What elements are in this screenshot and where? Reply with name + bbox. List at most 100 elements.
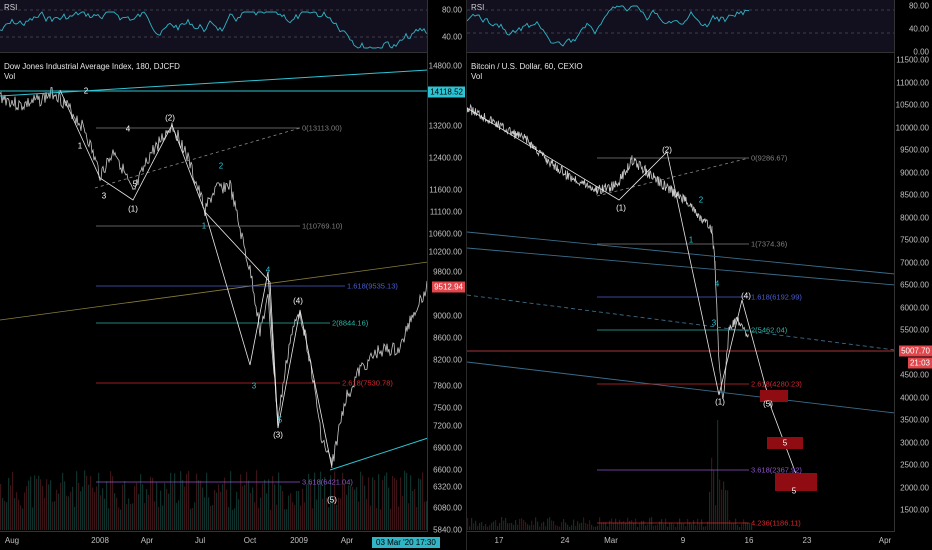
wave-label: (5) <box>763 399 773 409</box>
rsi-label: RSI <box>4 3 18 12</box>
wave-label: (2) <box>662 145 672 155</box>
elliott-wave-path <box>467 107 803 491</box>
trend-line <box>0 261 429 321</box>
dow-price-chart[interactable] <box>0 0 466 550</box>
price-axis-label: 9500.00 <box>900 145 929 155</box>
price-axis-label: 13200.00 <box>428 121 462 131</box>
price-axis-label: 8200.00 <box>433 355 462 365</box>
price-axis-label: 6000.00 <box>900 303 929 312</box>
bitcoin-price-chart[interactable] <box>467 0 932 550</box>
trend-line <box>467 247 896 286</box>
rsi-line <box>0 11 429 49</box>
price-axis-label: 3500.00 <box>900 415 929 425</box>
price-axis-label: 7500.00 <box>433 403 462 413</box>
wave-label: 3 <box>101 191 107 201</box>
time-axis-label: 2008 <box>91 536 109 545</box>
fib-level-label: 1(10769.10) <box>302 221 343 231</box>
price-axis-label: 9000.00 <box>433 311 462 321</box>
price-axis-label: 11600.00 <box>429 185 462 195</box>
projection-line <box>94 127 301 189</box>
price-axis-label: 6320.00 <box>433 482 462 492</box>
elliott-wave-path <box>59 89 333 469</box>
time-axis-label: Jul <box>194 536 206 545</box>
fib-level-label: 2.618(7530.78) <box>342 378 393 388</box>
price-axis-label: 3000.00 <box>900 438 929 447</box>
price-axis-label: 8500.00 <box>900 190 929 200</box>
price-axis-label: 12400.00 <box>428 153 462 163</box>
wave-label: 4 <box>265 265 271 275</box>
time-axis[interactable]: 17 24 Mar 9 16 23 Apr <box>467 531 895 550</box>
high-price-tag: 14118.52 <box>428 86 465 98</box>
wave-label: (4) <box>293 296 303 306</box>
time-axis-label: 16 <box>744 536 754 545</box>
price-axis-label: 10000.00 <box>895 123 929 132</box>
wave-label: 3 <box>711 318 717 328</box>
price-axis-label: 9000.00 <box>900 168 929 177</box>
wave-label: (5) <box>327 495 337 505</box>
fib-level-label: 4.236(1186.11) <box>751 518 801 528</box>
trend-line <box>329 437 429 471</box>
fib-level-label: 2(8844.16) <box>332 318 369 328</box>
trend-line <box>467 361 896 414</box>
wave-label: (3) <box>273 430 283 440</box>
wave-label: 1 <box>688 235 694 245</box>
fib-level-label: 3.618(6421.04) <box>302 477 353 487</box>
volume-label: Vol <box>4 72 16 81</box>
wave-label: 3 <box>251 381 257 391</box>
price-axis-label: 4500.00 <box>900 370 929 380</box>
price-axis-label: 4000.00 <box>900 393 929 402</box>
target-zone <box>775 473 817 491</box>
countdown-tag: 21:03 <box>907 357 932 369</box>
price-axis-label: 11100.00 <box>429 207 462 217</box>
wave-label: 1 <box>77 141 83 151</box>
price-axis[interactable]: 11500.00 11000.00 10500.00 10000.00 9500.00 9… <box>894 0 932 532</box>
price-axis-label: 11000.00 <box>896 78 929 87</box>
time-axis-label: Apr <box>140 536 154 545</box>
left-chart-pane[interactable]: RSI Dow Jones Industrial Average Index, … <box>0 0 466 550</box>
time-axis-label: 2009 <box>290 536 308 545</box>
wave-label: (1) <box>715 397 725 407</box>
price-axis-label: 6600.00 <box>433 465 462 475</box>
wave-label: 5 <box>277 415 283 425</box>
price-series <box>0 87 428 466</box>
wave-label: 4 <box>714 279 720 289</box>
chart-title: Dow Jones Industrial Average Index, 180,… <box>4 62 180 71</box>
last-price-tag: 5007.70 <box>899 345 932 357</box>
price-axis-label: 7200.00 <box>433 421 462 431</box>
wave-label: 1 <box>201 221 207 231</box>
last-price-tag: 9512.94 <box>432 281 465 293</box>
price-axis[interactable]: 14800.00 13200.00 12400.00 11600.00 11100.00… <box>427 0 466 535</box>
time-axis[interactable]: Aug 2008 Apr Jul Oct 2009 Apr <box>0 531 428 550</box>
time-axis-label: 24 <box>560 536 570 545</box>
wave-label: 5 <box>132 179 138 189</box>
price-axis-label: 11500.00 <box>896 55 929 65</box>
wave-label: 5 <box>782 438 788 448</box>
time-axis-label: 9 <box>680 536 686 545</box>
fib-level-label: 1.618(6192.99) <box>751 292 802 302</box>
wave-label: 2 <box>698 195 704 205</box>
price-series <box>467 103 749 400</box>
price-axis-label: 7000.00 <box>900 258 929 267</box>
rsi-panel[interactable]: RSI <box>467 0 895 53</box>
price-axis-label: 2500.00 <box>900 460 929 470</box>
trend-line <box>467 231 896 275</box>
wave-label: 2 <box>83 86 89 96</box>
fib-level-label: 0(13113.00) <box>302 123 342 133</box>
rsi-panel[interactable]: RSI <box>0 0 428 53</box>
time-axis-label: 17 <box>494 536 504 545</box>
fib-level-label: 3.618(2367.92) <box>751 465 802 475</box>
trend-line <box>467 294 896 351</box>
time-axis-label: Apr <box>340 536 354 545</box>
price-axis-label: 10200.00 <box>428 247 462 257</box>
right-chart-pane[interactable]: RSI Bitcoin / U.S. Dollar, 60, CEXIO Vol… <box>466 0 932 550</box>
fib-level-label: 2.618(4280.23) <box>751 379 802 389</box>
time-axis-label: Mar <box>604 536 618 545</box>
fib-level-label: 0(9286.67) <box>751 153 788 163</box>
rsi-axis-label: 0.00 <box>913 47 929 57</box>
fib-level-label: 1(7374.36) <box>751 239 788 249</box>
time-axis-label: Oct <box>243 536 257 545</box>
price-axis-label: 9800.00 <box>433 267 462 277</box>
chart-title: Bitcoin / U.S. Dollar, 60, CEXIO <box>471 62 583 71</box>
price-axis-label: 2000.00 <box>900 483 929 492</box>
wave-label: (4) <box>741 291 751 301</box>
